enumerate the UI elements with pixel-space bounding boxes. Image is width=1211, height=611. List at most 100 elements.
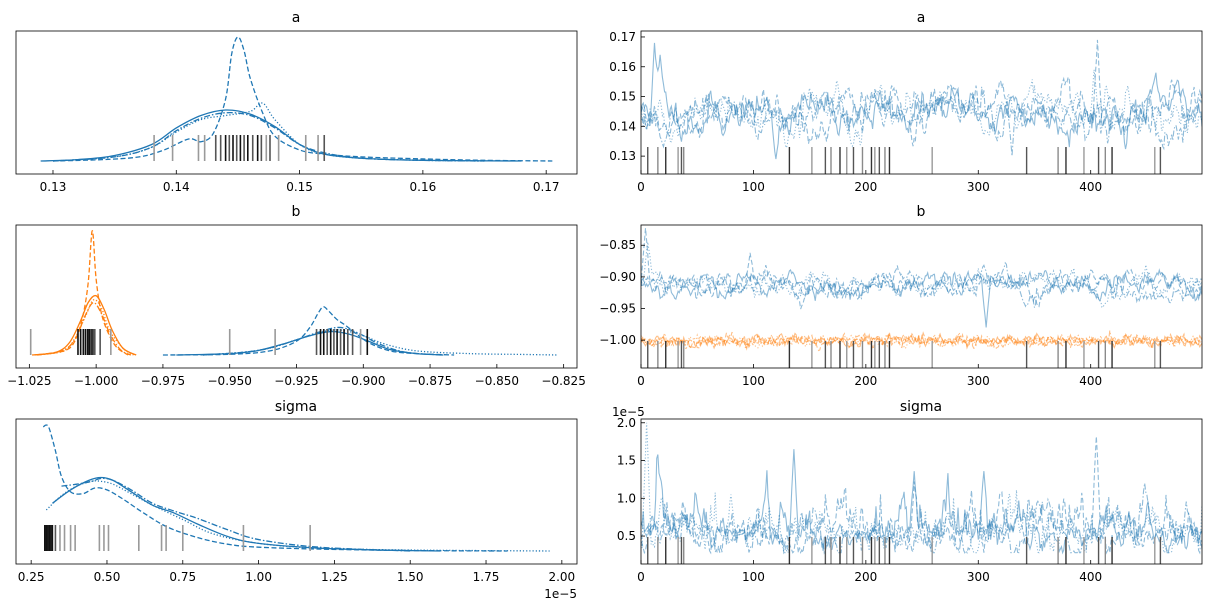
y-tick-label: 0.15 — [609, 90, 636, 104]
density-line — [45, 480, 550, 552]
density-line — [34, 301, 132, 356]
density-line — [52, 36, 553, 162]
density-line — [40, 109, 522, 162]
x-tick-label: 0.13 — [40, 180, 67, 194]
trace-line — [641, 483, 1202, 555]
x-tick-label: 100 — [742, 180, 765, 194]
panel-title: b — [917, 204, 926, 220]
x-tick-label: 2.00 — [548, 570, 575, 584]
panel-sigma-trace: sigma 0 100 200 300 400 0.5 1.0 1.5 2.0 1e−5 — [612, 399, 1203, 584]
density-line — [162, 306, 455, 356]
x-tick-label: 0 — [637, 570, 645, 584]
density-line — [52, 112, 485, 162]
trace-series-group — [641, 422, 1202, 555]
x-axis-ticks: 0.25 0.50 0.75 1.00 1.25 1.50 1.75 2.00 — [18, 560, 575, 584]
plot-frame — [640, 418, 1203, 565]
panel-b-density: b −1.025 −1.000 −0.975 −0.950 −0.925 −0.900 −0… — [7, 204, 586, 388]
x-tick-label: −1.025 — [7, 374, 51, 388]
y-axis-ticks: 0.13 0.14 0.15 0.16 0.17 — [609, 30, 645, 163]
divergence-markers — [647, 341, 1162, 368]
x-tick-label: 0.14 — [163, 180, 190, 194]
y-tick-label: −1.00 — [599, 333, 636, 347]
x-tick-label: −0.975 — [141, 374, 185, 388]
x-offset-label: 1e−5 — [544, 587, 577, 601]
x-tick-label: 100 — [742, 374, 765, 388]
divergence-markers — [647, 147, 1162, 174]
x-tick-label: 0 — [637, 180, 645, 194]
x-axis-ticks: 0.13 0.14 0.15 0.16 0.17 — [40, 170, 560, 194]
density-line — [52, 476, 441, 552]
density-line — [52, 102, 485, 162]
trace-line — [641, 241, 1202, 308]
x-tick-label: 0.25 — [18, 570, 45, 584]
y-tick-label: 0.16 — [609, 60, 636, 74]
x-tick-label: 300 — [967, 570, 990, 584]
x-tick-label: 200 — [854, 570, 877, 584]
x-tick-label: 300 — [967, 374, 990, 388]
trace-series-group — [641, 228, 1202, 352]
trace-line — [641, 228, 1202, 310]
density-line — [42, 424, 508, 552]
density-line — [37, 299, 134, 356]
x-tick-label: 0.17 — [533, 180, 560, 194]
plot-frame — [15, 418, 578, 565]
x-tick-label: −0.900 — [341, 374, 385, 388]
density-line — [202, 326, 444, 356]
x-tick-label: 1.00 — [245, 570, 272, 584]
x-tick-label: 200 — [854, 374, 877, 388]
x-tick-label: 1.25 — [321, 570, 348, 584]
x-tick-label: 200 — [854, 180, 877, 194]
x-tick-label: 1.50 — [397, 570, 424, 584]
x-tick-label: −1.000 — [74, 374, 118, 388]
x-tick-label: 400 — [1079, 570, 1102, 584]
panel-sigma-density: sigma 0.25 0.50 0.75 1.00 1.25 1.50 1.75 2.00 1… — [15, 399, 578, 601]
density-series-group — [42, 424, 550, 552]
y-tick-label: 0.13 — [609, 149, 636, 163]
trace-line — [641, 422, 1202, 554]
density-series-group — [40, 36, 553, 162]
panel-b-trace: b 0 100 200 300 400 −1.00 −0.95 −0.90 −0.85 — [599, 204, 1203, 388]
x-tick-label: 1.75 — [473, 570, 500, 584]
panel-title: sigma — [900, 399, 942, 415]
y-tick-label: 0.14 — [609, 119, 636, 133]
y-tick-label: −0.95 — [599, 302, 636, 316]
density-line — [202, 329, 559, 356]
x-tick-label: 0.15 — [286, 180, 313, 194]
x-tick-label: −0.875 — [408, 374, 452, 388]
plot-frame — [640, 30, 1203, 175]
x-tick-label: −0.950 — [208, 374, 252, 388]
trace-lines — [641, 228, 1202, 352]
x-axis-ticks: 0 100 200 300 400 — [637, 364, 1102, 388]
trace-line — [641, 86, 1202, 157]
x-tick-label: 0 — [637, 374, 645, 388]
panel-title: sigma — [275, 399, 317, 415]
panel-title: a — [917, 10, 926, 26]
y-tick-label: 0.17 — [609, 30, 636, 44]
trace-line — [641, 330, 1202, 351]
trace-series-group — [641, 39, 1202, 160]
divergence-markers — [647, 537, 1162, 564]
y-tick-label: −0.90 — [599, 270, 636, 284]
trace-lines — [641, 422, 1202, 555]
x-tick-label: 0.16 — [410, 180, 437, 194]
density-line — [37, 230, 129, 356]
y-tick-label: 0.5 — [617, 529, 636, 543]
x-tick-label: 400 — [1079, 180, 1102, 194]
plot-frame — [640, 224, 1203, 369]
panel-title: b — [292, 204, 301, 220]
x-tick-label: −0.850 — [475, 374, 519, 388]
x-axis-ticks: 0 100 200 300 400 — [637, 560, 1102, 584]
rug-group — [153, 135, 326, 161]
rug-group — [44, 525, 311, 551]
x-tick-label: 0.75 — [169, 570, 196, 584]
y-tick-label: 2.0 — [617, 416, 636, 430]
y-axis-ticks: 0.5 1.0 1.5 2.0 — [617, 416, 645, 543]
trace-line — [641, 69, 1202, 150]
plot-frame — [15, 30, 578, 175]
y-offset-label: 1e−5 — [612, 405, 645, 419]
y-tick-label: 1.0 — [617, 491, 636, 505]
panel-title: a — [292, 10, 301, 26]
x-axis-ticks: −1.025 −1.000 −0.975 −0.950 −0.925 −0.900 −0.8… — [7, 364, 586, 388]
x-tick-label: −0.825 — [541, 374, 585, 388]
